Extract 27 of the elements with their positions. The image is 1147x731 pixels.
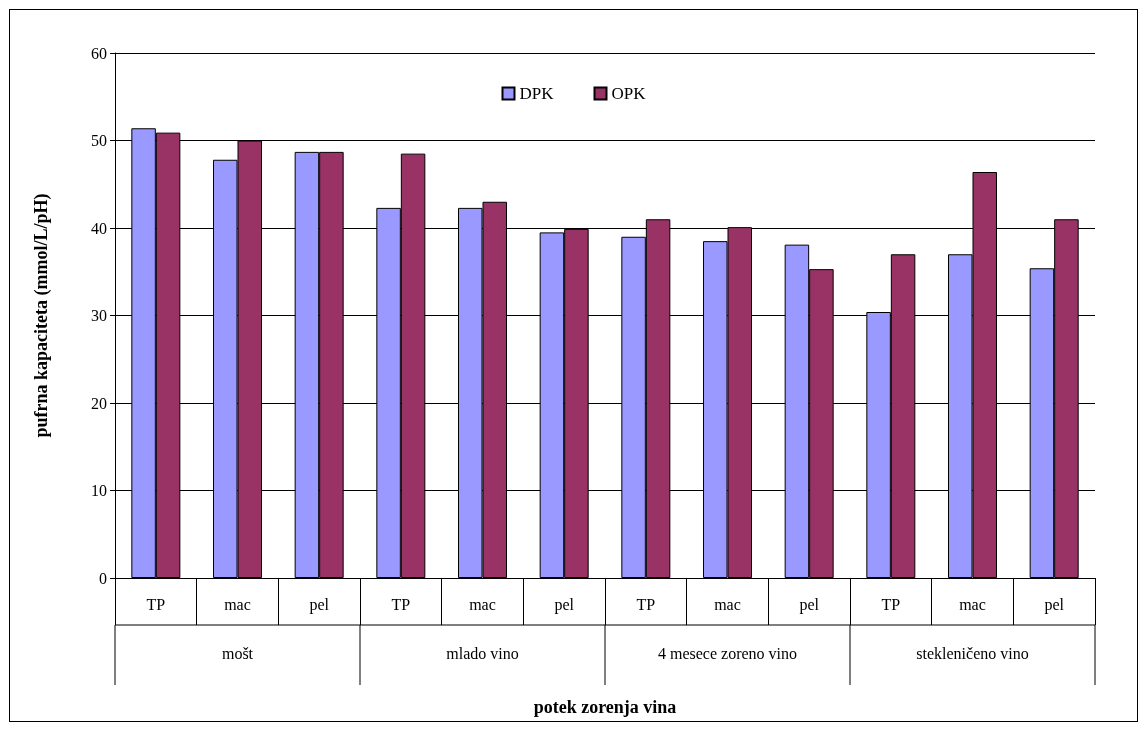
- x-tick-label: mac: [714, 595, 741, 613]
- x-tick-label: TP: [146, 595, 166, 613]
- x-tick-label: TP: [391, 595, 411, 613]
- x-axis-title: potek zorenja vina: [533, 697, 677, 717]
- x-tick-label: TP: [636, 595, 656, 613]
- text: mošt: [221, 644, 254, 662]
- x-tick-label: pel: [309, 595, 330, 614]
- x-tick-label: mac: [959, 595, 986, 613]
- y-tick-label: 40: [91, 219, 107, 237]
- x-tick-label: mac: [224, 595, 251, 613]
- x-tick-label: pel: [1044, 595, 1065, 614]
- text: mlado vino: [446, 644, 519, 662]
- x-tick-label: pel: [799, 595, 820, 614]
- y-tick-label: 30: [91, 307, 107, 324]
- x-tick-label: pel: [554, 595, 575, 614]
- legend-label: OPK: [611, 84, 647, 103]
- x-tick-label: mac: [469, 595, 496, 613]
- y-tick-label: 60: [91, 44, 107, 62]
- y-axis-title: pufrna kapaciteta (mmol/L/pH): [31, 193, 52, 438]
- legend-label: DPK: [519, 84, 555, 103]
- y-tick-label: 50: [91, 132, 107, 149]
- y-tick-label: 20: [91, 394, 107, 412]
- text: 4 mesece zoreno vino: [657, 644, 798, 662]
- text: stekleničeno vino: [916, 644, 1029, 662]
- x-tick-label: TP: [881, 595, 901, 613]
- y-tick-label: 10: [91, 482, 107, 499]
- y-tick-label: 0: [99, 569, 107, 587]
